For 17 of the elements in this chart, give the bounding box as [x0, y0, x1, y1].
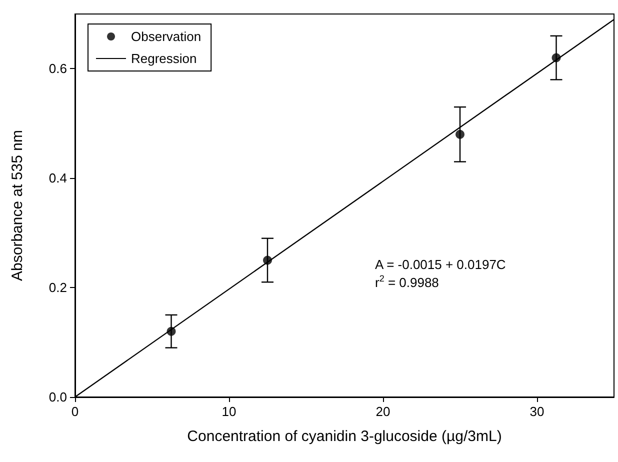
y-tick-label: 0.4 [48, 170, 67, 186]
point [456, 130, 464, 139]
annotation: A = -0.0015 + 0.0197C [375, 257, 506, 272]
point [552, 53, 561, 62]
y-tick-label: 0.0 [48, 390, 67, 404]
y-tick-label: 0.2 [48, 280, 67, 296]
x-tick-label: 30 [530, 404, 544, 419]
y-tick-label: 0.6 [48, 61, 67, 76]
legend-label: Regression [131, 51, 197, 66]
x-tick-label: 0 [71, 404, 79, 419]
x-tick-label: 20 [376, 404, 390, 419]
y-axis-title: Absorbance at 535 nm [9, 130, 26, 281]
point [263, 256, 272, 265]
x-tick-label: 10 [222, 404, 236, 419]
x-axis-title: Concentration of cyanidin 3-glucoside (µg/3mL) [187, 428, 502, 445]
point [166, 326, 176, 336]
legend-label: Observation [131, 29, 202, 44]
